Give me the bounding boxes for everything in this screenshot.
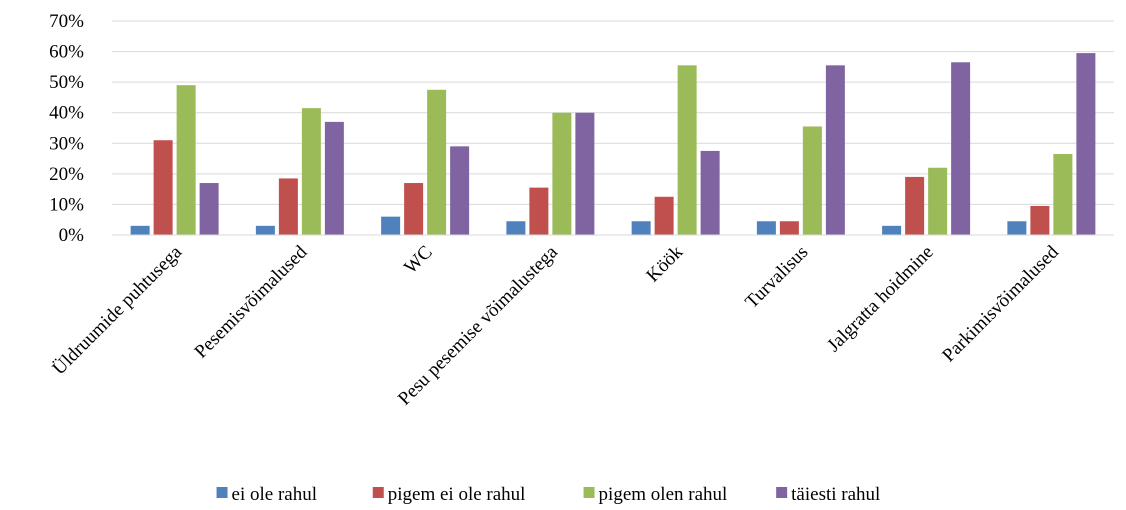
bar — [381, 216, 401, 235]
bar — [130, 225, 150, 235]
bar — [631, 221, 651, 235]
x-category-label: WC — [400, 242, 436, 278]
bar — [756, 221, 776, 235]
bar — [1030, 205, 1050, 235]
legend-swatch — [216, 487, 228, 498]
bar — [427, 89, 447, 236]
x-axis-category-labels: Üldruumide puhtusega Pesemisvõimalused WC P… — [49, 241, 1064, 409]
bar — [278, 178, 298, 235]
bar — [199, 183, 219, 235]
bars — [130, 53, 1096, 236]
x-category-label: Jalgratta hoidmine — [823, 242, 937, 356]
legend-swatch — [583, 487, 595, 498]
bar — [450, 146, 470, 235]
y-tick-label: 50% — [49, 72, 84, 93]
y-axis-tick-labels: 0% 10% 20% 30% 40% 50% 60% 70% — [49, 11, 84, 246]
bar — [802, 126, 822, 235]
x-category-label: Parkimisvõimalused — [938, 241, 1063, 366]
bar — [301, 108, 321, 235]
y-tick-label: 20% — [49, 164, 84, 185]
bar — [1007, 221, 1027, 235]
bar — [882, 225, 902, 235]
bar — [951, 62, 971, 236]
bar — [552, 112, 572, 235]
legend-label: ei ole rahul — [232, 484, 317, 505]
y-tick-label: 60% — [49, 42, 84, 63]
bar — [1053, 153, 1073, 235]
y-tick-label: 0% — [59, 225, 85, 246]
bar — [176, 85, 196, 235]
bar — [506, 221, 526, 235]
bar — [575, 112, 595, 235]
bar — [255, 225, 275, 235]
bar — [324, 121, 344, 235]
x-category-label: Pesemisvõimalused — [191, 241, 312, 362]
bar — [905, 176, 925, 235]
bar — [1076, 53, 1096, 235]
legend-swatch — [372, 487, 384, 498]
gridlines — [112, 20, 1114, 205]
x-category-label: Köök — [642, 241, 687, 286]
legend: ei ole rahul pigem ei ole rahul pigem olen… — [216, 484, 880, 505]
bar — [153, 140, 173, 235]
legend-swatch — [776, 487, 788, 498]
bar — [654, 196, 674, 235]
y-tick-label: 40% — [49, 103, 84, 124]
bar — [529, 187, 549, 235]
bar — [404, 183, 424, 235]
legend-label: pigem olen rahul — [599, 484, 728, 505]
x-category-label: Üldruumide puhtusega — [49, 241, 187, 379]
bar — [779, 221, 799, 235]
bar — [928, 167, 948, 235]
bar — [825, 65, 845, 235]
legend-label: pigem ei ole rahul — [388, 484, 526, 505]
bar — [700, 150, 720, 235]
y-tick-label: 10% — [49, 194, 84, 215]
x-category-label: Turvalisus — [741, 242, 812, 313]
legend-label: täiesti rahul — [791, 484, 880, 505]
y-tick-label: 70% — [49, 11, 84, 32]
bar — [677, 65, 697, 235]
y-tick-label: 30% — [49, 133, 84, 154]
